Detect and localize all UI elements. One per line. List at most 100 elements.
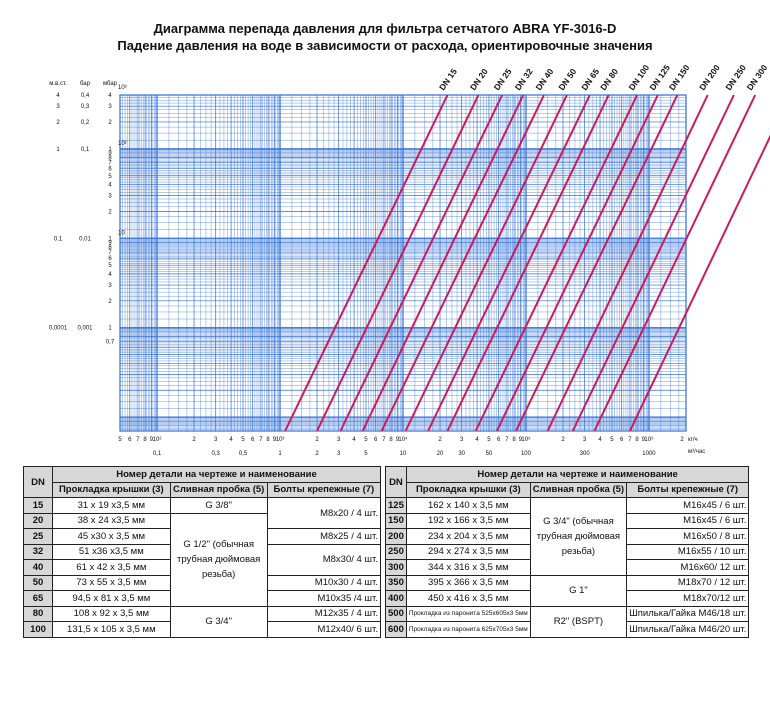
y-tick-mbar: 5 [108, 174, 112, 180]
dn-cell: 125 [385, 497, 407, 514]
x-tick-kgh: 8 [266, 437, 270, 443]
x-tick-kgh: 2 [315, 437, 319, 443]
y-tick-bar: 0,2 [81, 120, 90, 126]
x-tick-kgh: 6 [251, 437, 255, 443]
dn-cell: 25 [23, 528, 53, 545]
gasket-cell: 192 х 166 х 3,5 мм [405, 512, 531, 529]
plug-cell: G 1" [529, 574, 628, 607]
y-tick-mbar: 6 [108, 167, 112, 173]
y-power-label: 10³ [118, 85, 127, 91]
series-label: DN 250 [723, 63, 748, 93]
y-tick-mbar: 9 [108, 151, 112, 157]
series-line [339, 94, 504, 432]
y-tick-mbar: 2 [108, 209, 112, 215]
x-tick-kgh: 5 [241, 437, 245, 443]
x-tick-kgh: 5 [118, 437, 122, 443]
bolts-cell: М12х35 / 4 шт. [266, 605, 382, 622]
x-tick-kgh: 8 [512, 437, 516, 443]
dn-cell: 250 [385, 543, 407, 560]
x-tick-kgh: 10³ [276, 437, 285, 443]
bolts-cell: М16х55 / 10 шт. [626, 543, 750, 560]
bolts-cell: М16х45 / 6 шт. [626, 497, 750, 514]
x-tick-kgh: 9 [150, 437, 154, 443]
series-label: DN 150 [667, 63, 692, 93]
dn-cell: 400 [385, 590, 407, 607]
x-tick-kgh: 8 [389, 437, 393, 443]
x-tick-kgh: 4 [475, 437, 479, 443]
gasket-cell: Прокладка из паронита 625х705х3 5мм [405, 621, 531, 638]
dn-cell: 40 [23, 559, 53, 576]
x-tick-kgh: 10² [153, 437, 162, 443]
series-label: DN 40 [533, 66, 555, 92]
x-tick-kgh: 6 [128, 437, 132, 443]
x-tick-kgh: 9 [396, 437, 400, 443]
x-tick-kgh: 5 [610, 437, 614, 443]
dn-cell: 500 [385, 605, 407, 622]
x-tick-kgh: 9 [642, 437, 646, 443]
left-spec-table: DN Номер детали на чертеже и наименовани… [23, 466, 382, 638]
y-tick-mbar: 4 [108, 182, 112, 188]
x-tick-kgh: 4 [229, 437, 233, 443]
x-tick-kgh: 9 [273, 437, 277, 443]
x-tick-m3h: 100 [521, 451, 532, 457]
y-tick-mwst: 0,0001 [49, 326, 68, 332]
x-tick-kgh: 2 [192, 437, 196, 443]
x-tick-m3h: 50 [486, 451, 493, 457]
x-tick-kgh: 6 [620, 437, 624, 443]
bolts-cell: М16х60/ 12 шт. [626, 559, 750, 576]
y-tick-bar: 0,01 [79, 236, 91, 242]
x-tick-kgh: 8 [635, 437, 639, 443]
series-label: DN 200 [697, 63, 722, 93]
x-tick-m3h: 2 [315, 451, 319, 457]
gasket-cell: 395 х 366 х 3,5 мм [405, 574, 531, 591]
x-tick-kgh: 6 [497, 437, 501, 443]
y-tick-mbar: 5 [108, 263, 112, 269]
gasket-cell: 31 х 19 х3,5 мм [52, 497, 171, 514]
x-tick-kgh: 3 [583, 437, 587, 443]
series-line [571, 94, 735, 432]
y-unit-header: мбар [103, 81, 118, 87]
bolts-cell: Шпилька/Гайка М46/18 шт. [626, 605, 750, 622]
series-label: DN 32 [513, 66, 535, 92]
x-tick-m3h: 10 [400, 451, 407, 457]
y-tick-mbar: 1 [108, 147, 112, 153]
y-tick-mwst: 2 [56, 120, 60, 126]
x-tick-kgh: 8 [143, 437, 147, 443]
bolts-cell: Шпилька/Гайка М46/20 шт. [626, 621, 750, 638]
series-line [316, 94, 480, 432]
group-header: Номер детали на чертеже и наименование [405, 466, 750, 483]
x-tick-kgh: 2 [561, 437, 565, 443]
x-tick-m3h: 0,3 [212, 451, 221, 457]
y-tick-mbar: 2 [108, 299, 112, 305]
series-line [427, 94, 591, 432]
dn-header: DN [23, 466, 53, 498]
x-tick-m3h: 1000 [642, 451, 656, 457]
series-line [495, 94, 659, 432]
y-unit-header: бар [80, 81, 91, 87]
y-unit-header: м.в.ст. [49, 81, 67, 87]
chart-title-line1: Диаграмма перепада давления для фильтра … [153, 21, 617, 36]
dn-cell: 50 [23, 574, 53, 591]
x-tick-kgh: 7 [259, 437, 263, 443]
y-tick-mbar: 7 [108, 250, 112, 256]
y-tick-mbar: 4 [108, 272, 112, 278]
series-line [404, 94, 568, 432]
x-tick-kgh: 2 [438, 437, 442, 443]
bolts-cell: М10х30 / 4 шт. [266, 574, 382, 591]
x-tick-kgh: 9 [519, 437, 523, 443]
series-label: DN 25 [492, 66, 514, 92]
bolts-cell: М16х45 / 6 шт. [626, 512, 750, 529]
gasket-cell: 162 х 140 х 3,5 мм [405, 497, 531, 514]
x-tick-kgh: 5 [364, 437, 368, 443]
y-power-label: 10² [118, 141, 127, 147]
bolts-cell: М10х35 /4 шт. [266, 590, 382, 607]
dn-cell: 65 [23, 590, 53, 607]
series-line [284, 94, 449, 432]
x-tick-kgh: 4 [598, 437, 602, 443]
y-tick-mwst: 3 [56, 104, 60, 110]
bolts-cell: М12х40/ 6 шт. [266, 621, 382, 638]
gasket-cell: 61 х 42 х 3,5 мм [52, 559, 171, 576]
series-label: DN 20 [468, 66, 490, 92]
plug-cell: G 3/4" [169, 605, 268, 638]
